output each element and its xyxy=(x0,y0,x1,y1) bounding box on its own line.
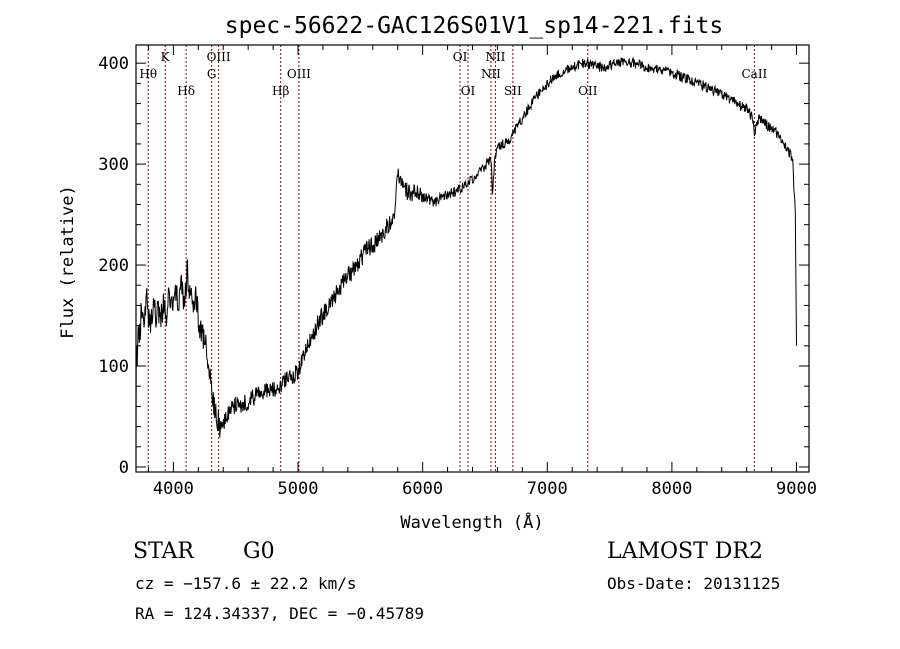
object-subclass: G0 xyxy=(243,539,275,564)
y-tick-label: 400 xyxy=(98,54,129,74)
y-tick-label: 300 xyxy=(98,155,129,175)
x-tick-label: 4000 xyxy=(153,479,194,499)
line-label: NII xyxy=(481,67,501,81)
line-label: OIII xyxy=(207,50,231,64)
line-label: NII xyxy=(485,50,505,64)
line-label: OIII xyxy=(287,67,311,81)
x-tick-label: 5000 xyxy=(278,479,319,499)
x-tick-label: 6000 xyxy=(402,479,443,499)
y-tick-label: 100 xyxy=(98,357,129,377)
line-label: K xyxy=(161,50,171,64)
object-class: STAR xyxy=(133,539,194,564)
line-label: Hβ xyxy=(272,84,289,98)
chart-title: spec-56622-GAC126S01V1_sp14-221.fits xyxy=(225,13,724,39)
x-axis-label: Wavelength (Å) xyxy=(400,511,543,533)
line-label: Hδ xyxy=(177,84,195,98)
y-tick-label: 200 xyxy=(98,256,129,276)
x-tick-label: 9000 xyxy=(776,479,817,499)
cz-value: cz = −157.6 ± 22.2 km/s xyxy=(135,574,357,593)
x-tick-label: 8000 xyxy=(651,479,692,499)
x-tick-label: 7000 xyxy=(527,479,568,499)
spectrum-line xyxy=(135,56,797,450)
line-label: G xyxy=(207,67,217,81)
line-label: OI xyxy=(461,84,476,98)
line-label: CaII xyxy=(741,67,767,81)
survey-name: LAMOST DR2 xyxy=(607,539,763,564)
line-label: Hθ xyxy=(139,67,157,81)
coordinates: RA = 124.34337, DEC = −0.45789 xyxy=(135,604,424,623)
line-label: OII xyxy=(578,84,598,98)
line-label: SII xyxy=(504,84,522,98)
line-label: OI xyxy=(453,50,468,64)
y-tick-label: 0 xyxy=(119,458,129,478)
y-axis-label: Flux (relative) xyxy=(58,185,78,339)
obs-date: Obs-Date: 20131125 xyxy=(607,574,781,593)
